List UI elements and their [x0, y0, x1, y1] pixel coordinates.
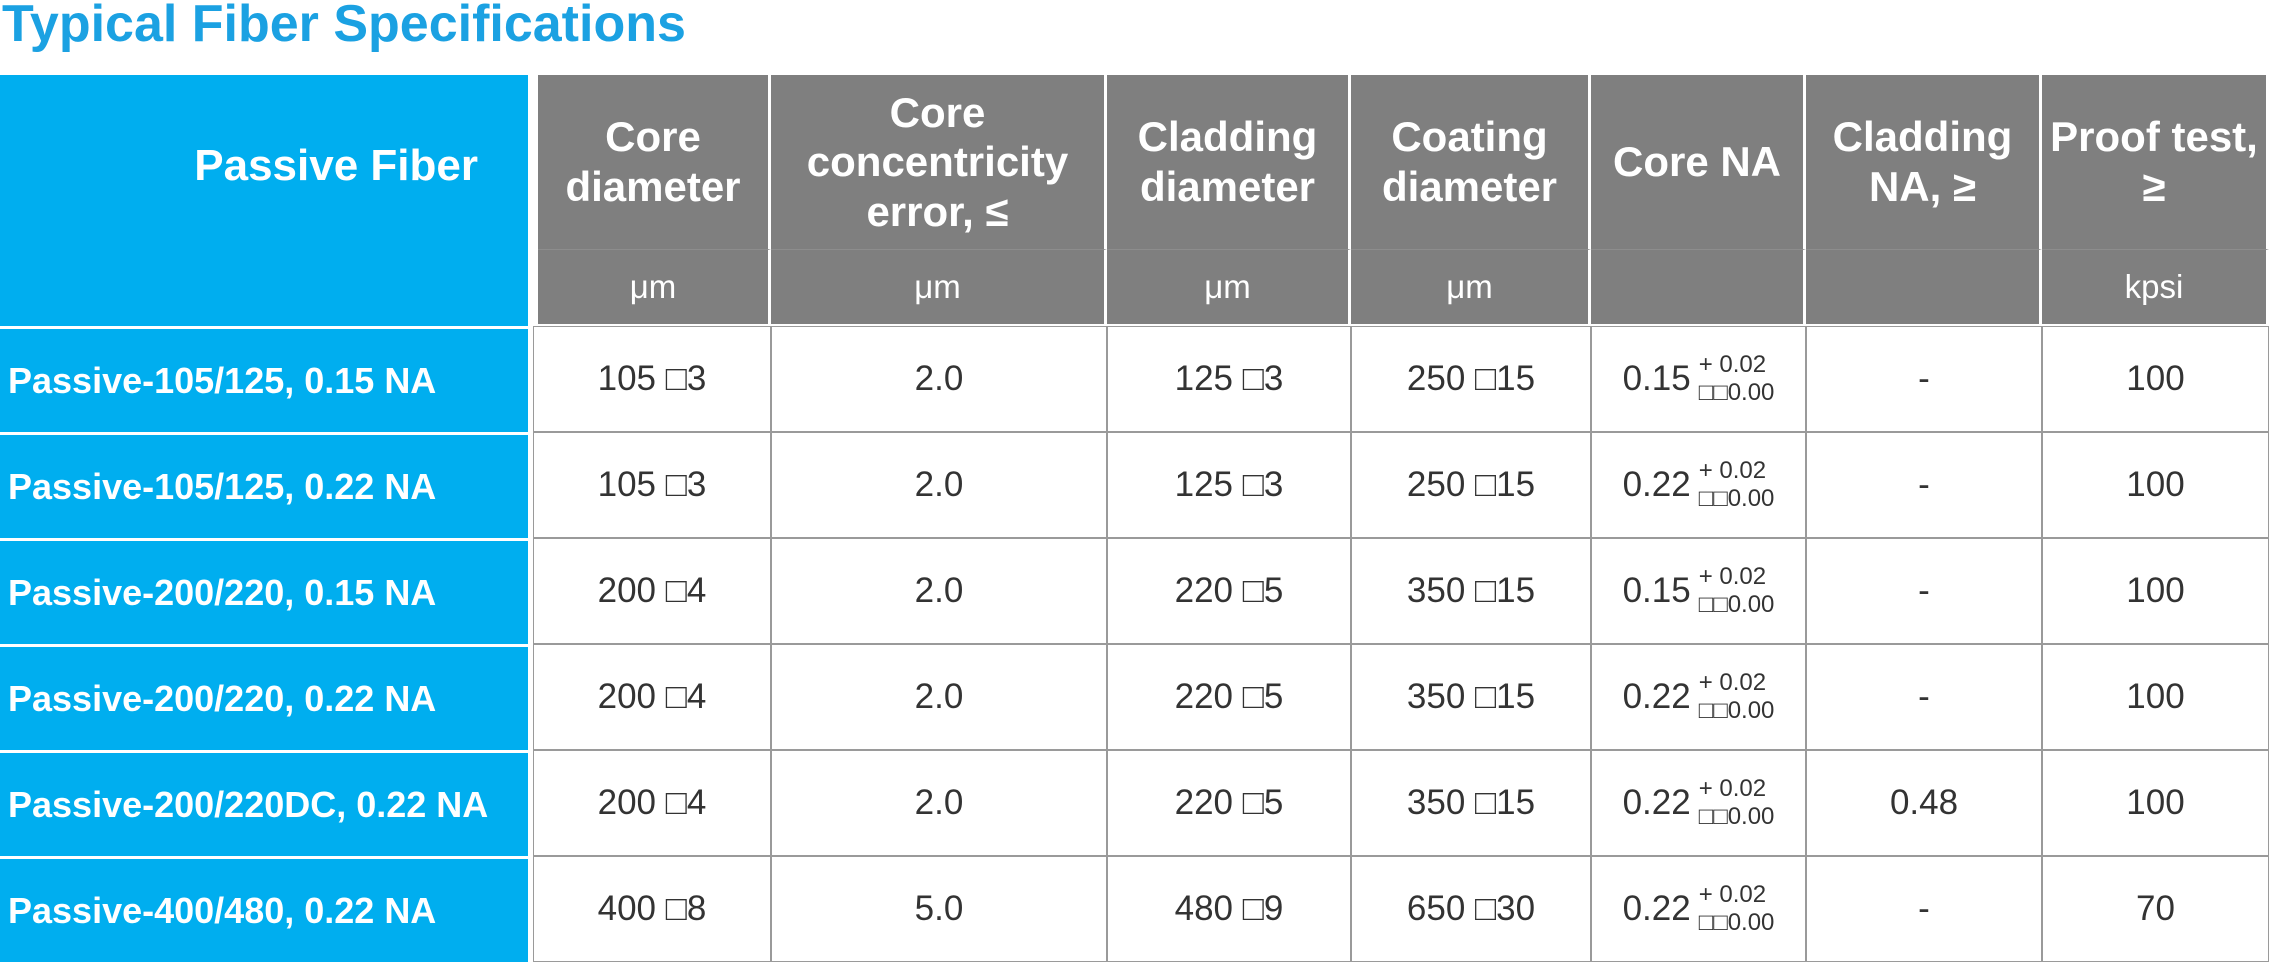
unit-label: μm	[914, 268, 961, 305]
column-header: Core NA	[1591, 75, 1806, 249]
unit-cell	[1806, 249, 2042, 324]
tolerance-plus: + 0.02	[1698, 563, 1767, 591]
unit-label: μm	[1204, 268, 1251, 305]
data-cell: -	[1806, 644, 2042, 750]
data-cell: 350 □15	[1351, 644, 1591, 750]
na-value: 0.22	[1622, 889, 1691, 928]
data-cell: 2.0	[771, 750, 1107, 856]
data-cell: -	[1806, 432, 2042, 538]
data-cell: 2.0	[771, 644, 1107, 750]
data-cell: 2.0	[771, 538, 1107, 644]
tolerance-minus: □□0.00	[1698, 485, 1775, 512]
unit-label: μm	[1446, 268, 1493, 305]
data-cell: 250 □15	[1351, 432, 1591, 538]
data-cell: 100	[2042, 644, 2269, 750]
unit-label: μm	[629, 268, 677, 305]
data-cell: 480 □9	[1107, 856, 1351, 962]
data-cell: -	[1806, 326, 2042, 432]
na-tolerance: + 0.02 □□0.00	[1699, 351, 1775, 406]
unit-cell: μm	[771, 249, 1107, 324]
data-cell: 105 □3	[533, 326, 771, 432]
data-cell: 200 □4	[533, 750, 771, 856]
data-cell: 220 □5	[1107, 750, 1351, 856]
tolerance-minus: □□0.00	[1698, 909, 1775, 936]
na-tolerance: + 0.02 □□0.00	[1699, 881, 1775, 936]
unit-label: kpsi	[2124, 268, 2184, 305]
data-cell: 100	[2042, 538, 2269, 644]
core-na-cell: 0.22 + 0.02 □□0.00	[1591, 750, 1806, 856]
data-cell: 400 □8	[533, 856, 771, 962]
tolerance-minus: □□0.00	[1698, 591, 1775, 618]
tolerance-minus: □□0.00	[1698, 803, 1775, 830]
corner-header: Passive Fiber	[0, 75, 528, 326]
core-na-cell: 0.15 + 0.02 □□0.00	[1591, 326, 1806, 432]
column-header: Coating diameter	[1351, 75, 1591, 249]
data-cell: 220 □5	[1107, 538, 1351, 644]
data-cell: 70	[2042, 856, 2269, 962]
na-value: 0.15	[1622, 359, 1691, 398]
tolerance-plus: + 0.02	[1698, 457, 1767, 485]
data-cell: 200 □4	[533, 644, 771, 750]
na-tolerance: + 0.02 □□0.00	[1699, 775, 1775, 830]
tolerance-plus: + 0.02	[1698, 775, 1767, 803]
unit-cell: μm	[1351, 249, 1591, 324]
na-value: 0.15	[1622, 571, 1691, 610]
data-cell: 105 □3	[533, 432, 771, 538]
data-cell: 100	[2042, 326, 2269, 432]
data-cell: 100	[2042, 750, 2269, 856]
core-na-cell: 0.22 + 0.02 □□0.00	[1591, 856, 1806, 962]
data-cell: -	[1806, 856, 2042, 962]
core-na-cell: 0.15 + 0.02 □□0.00	[1591, 538, 1806, 644]
tolerance-minus: □□0.00	[1698, 697, 1775, 724]
row-label: Passive-105/125, 0.22 NA	[0, 432, 528, 538]
column-header: Proof test, ≥	[2042, 75, 2269, 249]
tolerance-plus: + 0.02	[1698, 881, 1767, 909]
data-cell: 0.48	[1806, 750, 2042, 856]
na-value: 0.22	[1622, 783, 1691, 822]
unit-cell: kpsi	[2042, 249, 2269, 324]
na-tolerance: + 0.02 □□0.00	[1699, 669, 1775, 724]
row-label: Passive-400/480, 0.22 NA	[0, 856, 528, 962]
data-cell: 2.0	[771, 326, 1107, 432]
column-header: Core concentricity error, ≤	[771, 75, 1107, 249]
data-cell: 220 □5	[1107, 644, 1351, 750]
unit-cell	[1591, 249, 1806, 324]
title: Typical Fiber Specifications	[2, 0, 686, 53]
data-cell: 200 □4	[533, 538, 771, 644]
tolerance-plus: + 0.02	[1698, 669, 1767, 697]
column-header: Core diameter	[538, 75, 771, 249]
core-na-cell: 0.22 + 0.02 □□0.00	[1591, 644, 1806, 750]
na-value: 0.22	[1622, 677, 1691, 716]
row-label: Passive-200/220DC, 0.22 NA	[0, 750, 528, 856]
tolerance-minus: □□0.00	[1698, 379, 1775, 406]
data-cell: 350 □15	[1351, 750, 1591, 856]
data-cell: 125 □3	[1107, 432, 1351, 538]
na-tolerance: + 0.02 □□0.00	[1699, 563, 1775, 618]
na-value: 0.22	[1622, 465, 1691, 504]
data-cell: 250 □15	[1351, 326, 1591, 432]
column-header: Cladding NA, ≥	[1806, 75, 2042, 249]
data-cell: 650 □30	[1351, 856, 1591, 962]
data-cell: 5.0	[771, 856, 1107, 962]
core-na-cell: 0.22 + 0.02 □□0.00	[1591, 432, 1806, 538]
row-label: Passive-105/125, 0.15 NA	[0, 326, 528, 432]
na-tolerance: + 0.02 □□0.00	[1699, 457, 1775, 512]
data-cell: 125 □3	[1107, 326, 1351, 432]
row-label: Passive-200/220, 0.22 NA	[0, 644, 528, 750]
data-cell: -	[1806, 538, 2042, 644]
data-cell: 350 □15	[1351, 538, 1591, 644]
tolerance-plus: + 0.02	[1698, 351, 1767, 379]
data-cell: 2.0	[771, 432, 1107, 538]
data-cell: 100	[2042, 432, 2269, 538]
unit-cell: μm	[538, 249, 771, 324]
unit-cell: μm	[1107, 249, 1351, 324]
column-header: Cladding diameter	[1107, 75, 1351, 249]
row-label: Passive-200/220, 0.15 NA	[0, 538, 528, 644]
